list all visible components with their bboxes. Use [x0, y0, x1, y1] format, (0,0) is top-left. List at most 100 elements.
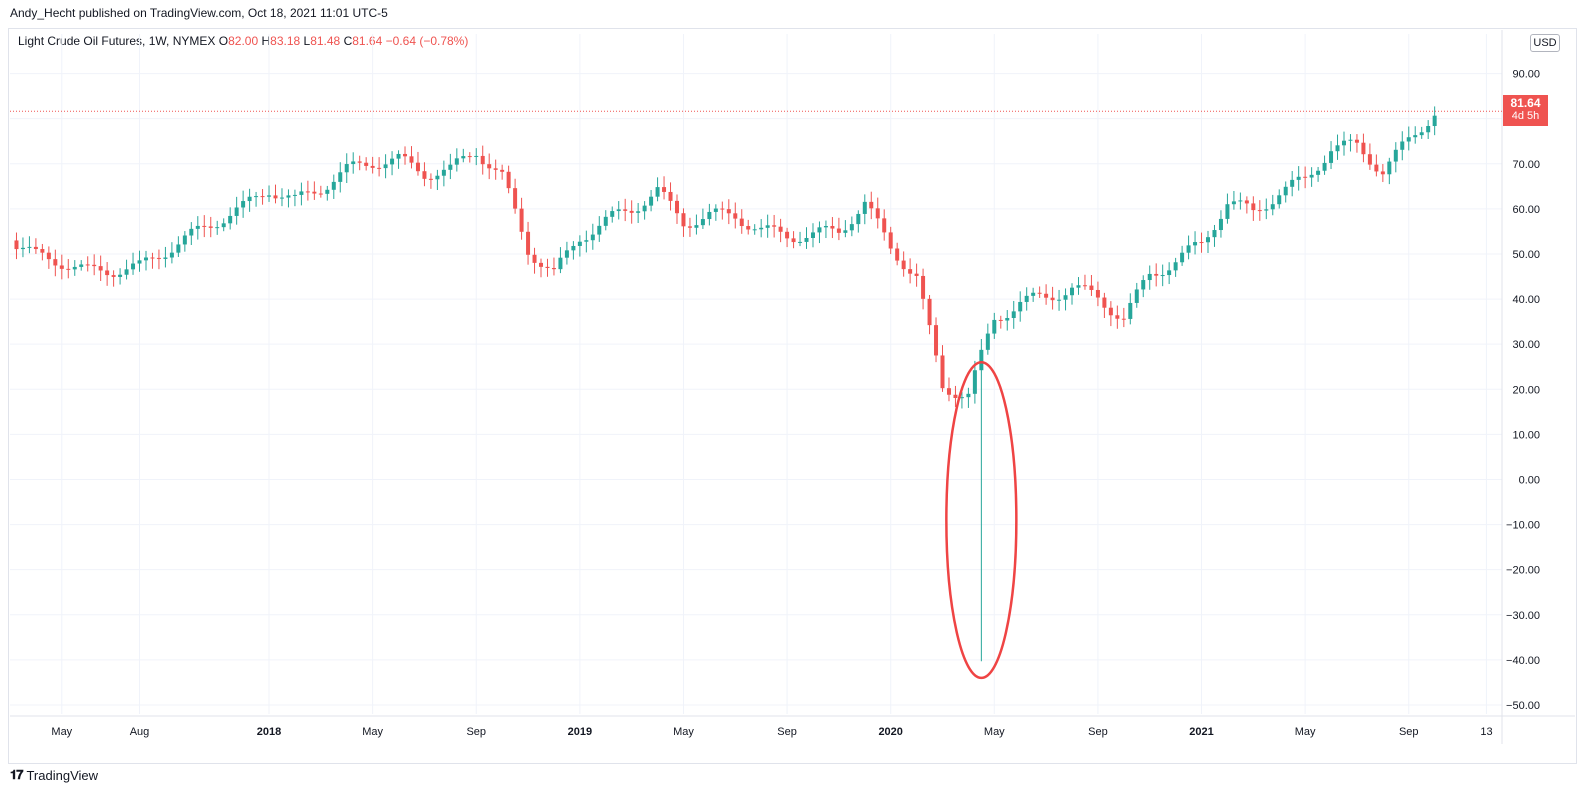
candle-body — [487, 164, 492, 169]
candle-body — [778, 226, 783, 232]
candle-body — [396, 153, 401, 159]
candle-body — [1432, 115, 1437, 127]
candle-body — [448, 164, 453, 170]
candle-body — [798, 241, 803, 243]
candle-body — [895, 248, 900, 261]
candle-body — [1406, 137, 1411, 142]
x-tick-label: May — [362, 726, 383, 738]
candle-body — [318, 193, 323, 195]
x-tick-label: Aug — [130, 726, 150, 738]
candle-body — [14, 240, 19, 250]
candle-body — [616, 209, 621, 212]
y-tick-label: −40.00 — [1506, 655, 1540, 667]
candle-body — [1070, 287, 1075, 296]
candle-body — [558, 257, 563, 270]
candle-body — [765, 225, 770, 228]
candle-body — [513, 188, 518, 209]
y-tick-label: 10.00 — [1512, 429, 1540, 441]
candle-body — [577, 241, 582, 246]
footer-brand[interactable]: 𝟏𝟕 TradingView — [10, 767, 98, 783]
y-tick-label: −20.00 — [1506, 565, 1540, 577]
candle-body — [441, 169, 446, 176]
candle-body — [707, 211, 712, 220]
candle-body — [493, 168, 498, 170]
candle-body — [351, 161, 356, 165]
candle-body — [843, 230, 848, 233]
candle-body — [247, 196, 252, 202]
candle-body — [131, 263, 136, 270]
candle-body — [668, 191, 673, 201]
candle-body — [1374, 164, 1379, 172]
candle-body — [662, 187, 667, 192]
chart-legend: Light Crude Oil Futures, 1W, NYMEX O82.0… — [18, 34, 468, 48]
candle-body — [500, 169, 505, 172]
candle-body — [267, 195, 272, 197]
candle-body — [914, 273, 919, 276]
candle-body — [1400, 141, 1405, 150]
candle-body — [279, 197, 284, 199]
candle-body — [694, 225, 699, 228]
candle-body — [985, 333, 990, 350]
candle-body — [539, 262, 544, 267]
candle-body — [1141, 280, 1146, 290]
candle-body — [338, 172, 343, 182]
candle-body — [409, 156, 414, 163]
low-value: 81.48 — [310, 34, 341, 48]
candle-body — [810, 232, 815, 238]
candle-body — [241, 201, 246, 208]
candle-body — [1277, 195, 1282, 205]
tradingview-logo-icon: 𝟏𝟕 — [10, 767, 24, 782]
candle-body — [875, 208, 880, 219]
candle-body — [1361, 142, 1366, 155]
candle-body — [603, 216, 608, 226]
candle-body — [72, 266, 77, 270]
bar-countdown: 4d 5h — [1511, 110, 1540, 122]
candle-body — [273, 195, 278, 199]
y-tick-label: −50.00 — [1506, 700, 1540, 712]
candle-body — [1057, 299, 1062, 301]
candle-body — [1134, 289, 1139, 303]
y-tick-label: 50.00 — [1512, 249, 1540, 261]
candle-body — [1231, 201, 1236, 205]
candle-body — [1225, 204, 1230, 219]
candle-body — [856, 213, 861, 225]
x-tick-label: May — [1295, 726, 1316, 738]
y-tick-label: 40.00 — [1512, 294, 1540, 306]
open-label: O — [218, 34, 229, 48]
candle-body — [629, 210, 634, 213]
candle-body — [228, 215, 233, 224]
candle-body — [674, 200, 679, 214]
candle-body — [474, 155, 479, 157]
y-tick-label: 60.00 — [1512, 204, 1540, 216]
candle-body — [636, 211, 641, 213]
candle-body — [1354, 139, 1359, 143]
candle-body — [1206, 237, 1211, 243]
candle-body — [1024, 295, 1029, 302]
currency-button[interactable]: USD — [1530, 34, 1560, 52]
candle-body — [1393, 149, 1398, 162]
candle-body — [849, 224, 854, 231]
candle-body — [804, 237, 809, 242]
candle-body — [286, 195, 291, 198]
candle-body — [1154, 273, 1159, 276]
candle-body — [422, 171, 427, 179]
candle-body — [946, 388, 951, 395]
candle-body — [772, 225, 777, 227]
x-tick-label: May — [673, 726, 694, 738]
y-tick-label: 30.00 — [1512, 339, 1540, 351]
candle-body — [584, 240, 589, 242]
candle-body — [1173, 262, 1178, 271]
y-tick-label: 70.00 — [1512, 159, 1540, 171]
candle-body — [545, 266, 550, 268]
symbol-label[interactable]: Light Crude Oil Futures, 1W, NYMEX — [18, 34, 216, 48]
candle-body — [1212, 230, 1217, 238]
candle-body — [934, 325, 939, 356]
candle-body — [791, 238, 796, 243]
candle-body — [687, 226, 692, 228]
candle-body — [992, 319, 997, 334]
candle-body — [927, 298, 932, 326]
candle-body — [234, 207, 239, 216]
candle-body — [254, 196, 259, 198]
close-value: 81.64 — [352, 34, 383, 48]
